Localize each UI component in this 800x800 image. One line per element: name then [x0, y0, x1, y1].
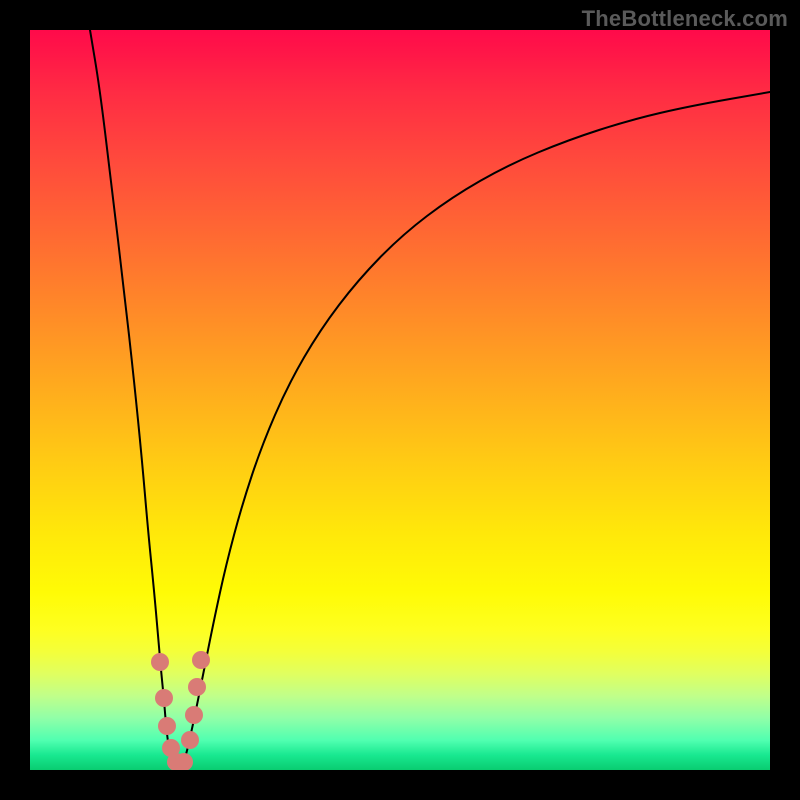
bottleneck-curve-right	[178, 92, 770, 770]
data-point	[185, 706, 203, 724]
data-point	[151, 653, 169, 671]
chart-frame: TheBottleneck.com	[0, 0, 800, 800]
data-point	[192, 651, 210, 669]
data-point	[155, 689, 173, 707]
data-point	[158, 717, 176, 735]
plot-area	[30, 30, 770, 770]
data-point	[188, 678, 206, 696]
scatter-markers	[151, 651, 210, 770]
chart-svg	[30, 30, 770, 770]
data-point	[181, 731, 199, 749]
watermark-text: TheBottleneck.com	[582, 6, 788, 32]
